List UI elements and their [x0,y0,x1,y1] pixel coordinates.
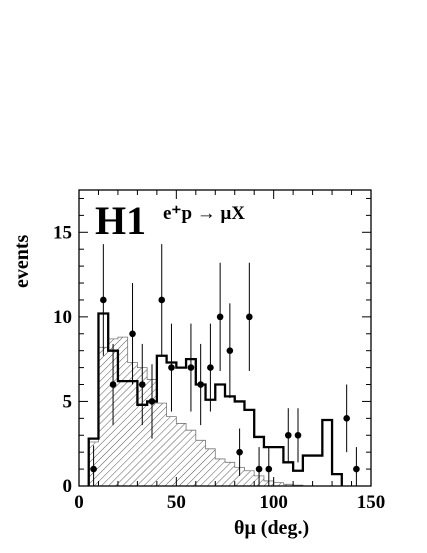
data-point [216,313,224,321]
hatched-bar [225,462,235,486]
hatched-bar [234,467,245,486]
x-tick-label: 150 [357,492,386,513]
data-point [148,398,156,405]
y-tick-label: 15 [53,222,72,243]
y-tick-label: 0 [63,476,73,497]
hatched-bar [195,440,206,486]
hatched-outline [88,336,342,487]
hatched-bar [117,337,128,486]
hatched-bar [156,403,167,486]
x-tick-label: 0 [74,492,84,513]
x-axis-label: θμ (deg.) [234,517,309,539]
data-point [353,465,360,473]
hatched-bar [205,448,216,486]
hatched-bar [166,416,177,486]
y-axis-label: events [11,234,33,288]
x-tick-label: 50 [167,492,186,513]
axis-tick-labels: 0 50 100 150 0 5 10 15 [53,222,385,513]
logo: H1 [95,198,146,243]
data-point [255,465,263,473]
process-label: e⁺p → μX [163,203,245,224]
data-point [246,313,253,321]
hatched-bar [127,362,138,486]
hatched-bar [98,347,109,486]
hatched-bar [273,482,284,486]
data-point [236,448,243,456]
data-point [90,465,97,473]
data-point [207,364,214,371]
data-points [90,244,360,486]
data-point [294,431,302,439]
x-tick-label: 100 [259,492,288,513]
data-point [158,296,166,304]
data-point [129,330,136,338]
plot-frame [78,189,372,487]
data-point [197,381,204,388]
hatched-bar [244,470,255,486]
data-point [100,296,107,304]
data-point [284,431,292,439]
hatched-bar [283,484,294,486]
axis-ticks [78,190,372,487]
solid-line-histogram [87,312,343,486]
data-point [138,381,146,388]
data-point [168,364,175,371]
y-tick-label: 5 [63,391,73,412]
hatched-bar [176,423,187,486]
data-point [265,465,273,473]
y-tick-label: 10 [53,307,72,328]
hatched-bar [137,367,148,486]
hatched-bar [215,458,225,486]
data-point [226,347,234,354]
data-point [109,381,117,388]
solid-histogram-line [87,312,343,486]
data-point [343,415,350,422]
data-point [187,364,195,371]
hatched-bar [186,430,196,486]
